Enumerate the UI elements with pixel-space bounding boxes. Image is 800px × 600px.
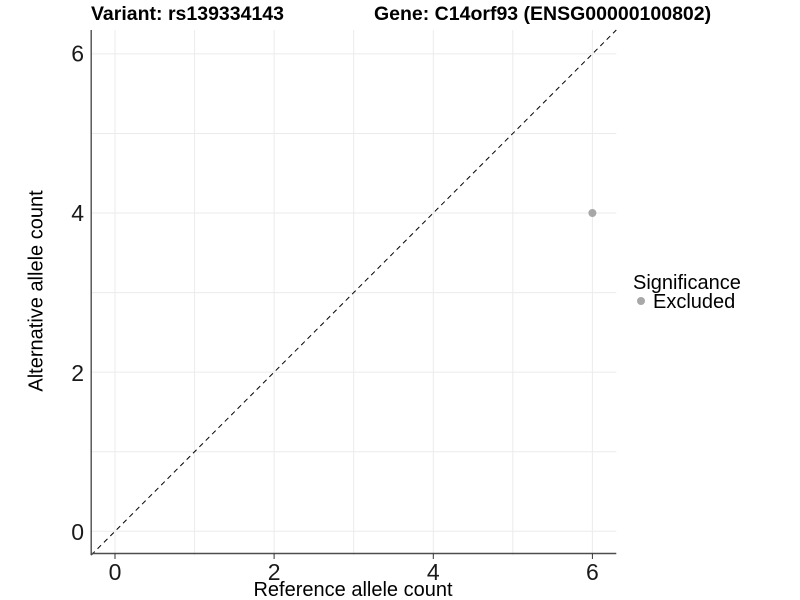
svg-text:0: 0 xyxy=(71,519,84,545)
svg-text:Excluded: Excluded xyxy=(653,291,735,313)
svg-text:6: 6 xyxy=(586,559,599,585)
svg-text:Gene: C14orf93 (ENSG0000010080: Gene: C14orf93 (ENSG00000100802) xyxy=(374,3,711,25)
svg-text:2: 2 xyxy=(71,360,84,386)
svg-text:Reference allele count: Reference allele count xyxy=(253,579,452,600)
svg-text:Alternative allele count: Alternative allele count xyxy=(26,190,48,392)
svg-text:4: 4 xyxy=(71,200,84,226)
svg-text:0: 0 xyxy=(109,559,122,585)
svg-text:Variant: rs139334143: Variant: rs139334143 xyxy=(91,3,284,25)
svg-text:6: 6 xyxy=(71,41,84,67)
